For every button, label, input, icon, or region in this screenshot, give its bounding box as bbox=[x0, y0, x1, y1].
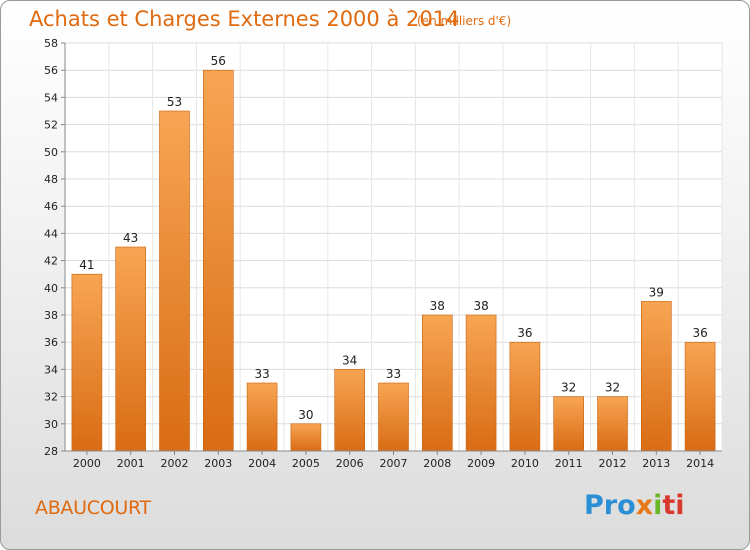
x-tick-label: 2000 bbox=[73, 457, 101, 470]
bar bbox=[509, 341, 541, 452]
x-tick-label: 2011 bbox=[555, 457, 583, 470]
x-tick-label: 2007 bbox=[380, 457, 408, 470]
y-tick-label: 36 bbox=[44, 336, 58, 349]
value-labels: 41 43 53 56 33 30 34 33 38 38 36 32 32 39 36 bbox=[79, 54, 707, 422]
y-tick-label: 54 bbox=[44, 91, 58, 104]
bar-value-label: 56 bbox=[211, 54, 226, 68]
y-tick-label: 38 bbox=[44, 309, 58, 322]
x-tick-label: 2014 bbox=[686, 457, 714, 470]
y-tick-label: 50 bbox=[44, 146, 58, 159]
bar-value-label: 30 bbox=[298, 408, 313, 422]
bar-value-label: 33 bbox=[254, 367, 269, 381]
logo-part-4: ti bbox=[662, 490, 685, 521]
x-tick-label: 2003 bbox=[204, 457, 232, 470]
bar bbox=[465, 314, 497, 452]
bar bbox=[246, 382, 278, 452]
logo-part-3: i bbox=[653, 490, 663, 521]
bar-value-label: 32 bbox=[561, 381, 576, 395]
x-tick-label: 2010 bbox=[511, 457, 539, 470]
y-tick-label: 40 bbox=[44, 282, 58, 295]
bar-value-label: 32 bbox=[605, 381, 620, 395]
x-tick-label: 2001 bbox=[117, 457, 145, 470]
proxiti-logo: Proxiti bbox=[584, 490, 685, 521]
bar-value-label: 38 bbox=[430, 299, 445, 313]
x-tick-label: 2009 bbox=[467, 457, 495, 470]
y-tick-label: 42 bbox=[44, 255, 58, 268]
bar-value-label: 39 bbox=[649, 285, 664, 299]
x-tick-label: 2013 bbox=[642, 457, 670, 470]
bar bbox=[553, 396, 585, 452]
logo-part-1: Pro bbox=[584, 490, 636, 521]
bar bbox=[421, 314, 453, 452]
bar-value-label: 36 bbox=[692, 326, 707, 340]
y-tick-label: 34 bbox=[44, 363, 58, 376]
bar bbox=[203, 69, 234, 452]
x-axis-ticks: 2000 2001 2002 2003 2004 2005 2006 2007 2008 2009… bbox=[73, 451, 714, 470]
y-tick-label: 32 bbox=[44, 391, 58, 404]
chart-title: Achats et Charges Externes 2000 à 2014 bbox=[29, 7, 460, 31]
y-tick-label: 48 bbox=[44, 173, 58, 186]
bars bbox=[71, 69, 716, 452]
bar-value-label: 43 bbox=[123, 231, 138, 245]
bar-value-label: 36 bbox=[517, 326, 532, 340]
x-tick-label: 2012 bbox=[599, 457, 627, 470]
bar bbox=[640, 301, 672, 452]
x-tick-label: 2005 bbox=[292, 457, 320, 470]
x-tick-label: 2006 bbox=[336, 457, 364, 470]
bar bbox=[290, 423, 322, 452]
x-tick-label: 2002 bbox=[161, 457, 189, 470]
y-tick-label: 58 bbox=[44, 37, 58, 50]
bar bbox=[334, 369, 366, 452]
bar-value-label: 53 bbox=[167, 95, 182, 109]
bar bbox=[115, 246, 146, 452]
bar-value-label: 33 bbox=[386, 367, 401, 381]
x-tick-label: 2008 bbox=[423, 457, 451, 470]
bar bbox=[71, 273, 103, 452]
y-tick-label: 28 bbox=[44, 445, 58, 458]
bar bbox=[159, 110, 190, 452]
logo-part-2: x bbox=[635, 490, 654, 521]
bar-value-label: 38 bbox=[473, 299, 488, 313]
y-tick-label: 30 bbox=[44, 418, 58, 431]
y-axis-ticks: 28 30 32 34 36 38 40 42 44 46 48 50 52 54 56 58 bbox=[44, 37, 65, 458]
bar bbox=[378, 382, 409, 452]
bar bbox=[684, 341, 716, 452]
bar-value-label: 34 bbox=[342, 353, 357, 367]
y-tick-label: 46 bbox=[44, 200, 58, 213]
x-tick-label: 2004 bbox=[248, 457, 276, 470]
y-tick-label: 56 bbox=[44, 64, 58, 77]
bar bbox=[597, 396, 628, 452]
y-tick-label: 44 bbox=[44, 227, 58, 240]
chart-unit-label: (en milliers d'€) bbox=[417, 14, 512, 28]
y-tick-label: 52 bbox=[44, 119, 58, 132]
town-name: ABAUCOURT bbox=[35, 497, 151, 519]
bar-value-label: 41 bbox=[79, 258, 94, 272]
